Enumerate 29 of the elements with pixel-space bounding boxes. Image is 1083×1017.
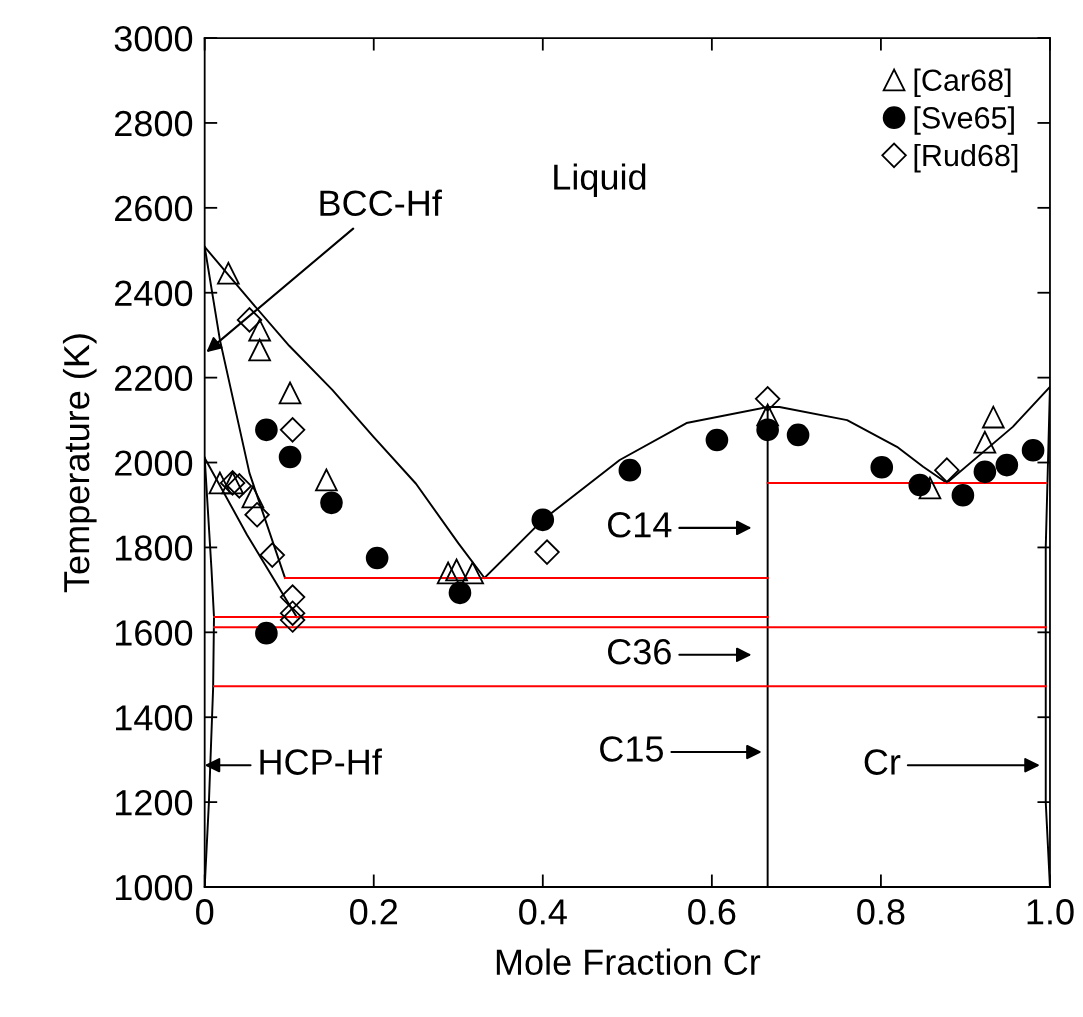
x-tick-label: 0.2 (350, 899, 398, 925)
y-tick-label: 2400 (115, 280, 193, 307)
y-tick-label: 1800 (116, 535, 193, 561)
y-tick-label: 2600 (115, 195, 193, 222)
y-tick-label: 1200 (116, 790, 193, 816)
legend-label: [Sve65] (914, 106, 1014, 135)
annotation: C36 (608, 638, 671, 665)
y-tick-label: 1000 (116, 874, 193, 901)
legend-label: [Rud68] (914, 143, 1018, 173)
y-tick-label: 3000 (114, 25, 193, 52)
annotation: Cr (864, 749, 901, 775)
annotation: BCC-Hf (320, 189, 442, 217)
x-tick-label: 0.8 (857, 899, 905, 925)
annotation: C15 (600, 736, 663, 762)
legend-label: [Car68] (914, 68, 1011, 98)
x-tick-label: 1.0 (1027, 899, 1074, 925)
x-tick-label: 0.4 (519, 899, 567, 925)
x-tick-label: 0 (196, 899, 214, 925)
annotation: C14 (608, 512, 672, 538)
y-axis-title: Temperature (K) (62, 334, 97, 593)
y-tick-label: 2200 (115, 365, 193, 392)
annotation: HCP-Hf (260, 748, 382, 775)
x-axis-title: Mole Fraction Cr (496, 948, 761, 975)
annotation: Liquid (554, 163, 646, 198)
y-tick-label: 2000 (115, 450, 193, 476)
x-tick-label: 0.6 (688, 899, 736, 925)
y-tick-label: 1600 (116, 620, 193, 646)
y-tick-label: 1400 (116, 705, 193, 731)
y-tick-label: 2800 (115, 110, 193, 137)
